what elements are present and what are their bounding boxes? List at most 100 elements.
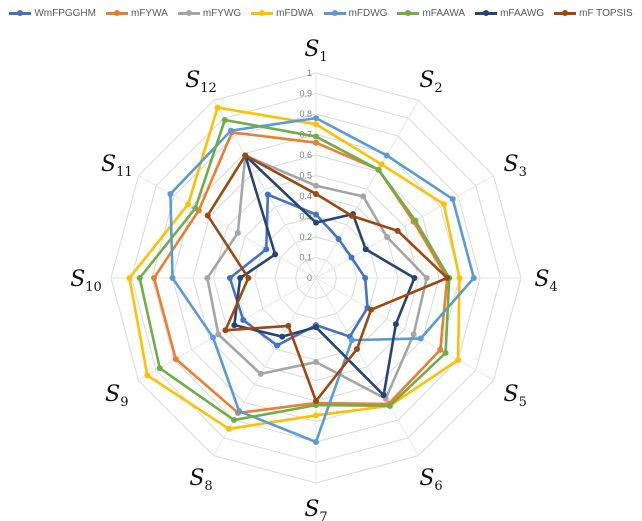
data-point (456, 275, 463, 281)
axis-label-S9: S9 (105, 382, 128, 410)
grid-spoke (315, 277, 494, 381)
legend-swatch (475, 10, 498, 16)
axis-label-S5: S5 (504, 382, 527, 410)
data-point (442, 349, 449, 356)
series-group (126, 104, 477, 445)
data-point (412, 217, 419, 224)
legend-item: mFAAWA (397, 8, 465, 19)
series-mfaawa (136, 116, 453, 424)
data-point (222, 327, 229, 334)
legend-swatch (177, 10, 200, 16)
data-point (167, 190, 174, 197)
data-point (313, 439, 319, 445)
grid-spoke (315, 175, 494, 279)
data-point (263, 246, 270, 253)
data-point (240, 317, 247, 324)
axis-labels: S1 S2 S3 S4 S5 S6 S7 S8 S9 S10 S11 S12 (70, 37, 557, 521)
data-point (368, 306, 375, 313)
series-mfdwa (126, 104, 463, 432)
legend-item: mF TOPSIS (554, 8, 633, 19)
legend-label: mFYWA (130, 8, 168, 19)
data-point (335, 235, 342, 242)
data-point (242, 152, 249, 159)
data-point (392, 321, 399, 328)
legend-swatch (251, 10, 274, 16)
data-point (257, 370, 264, 377)
data-point (225, 425, 232, 432)
data-point (264, 191, 271, 198)
tick-label: 0.1 (299, 253, 312, 263)
data-point (144, 372, 151, 379)
data-point (384, 234, 391, 240)
data-point (169, 275, 176, 281)
legend-swatch (9, 10, 32, 16)
legend-item: mFYWA (105, 8, 168, 19)
data-point (394, 227, 401, 234)
data-point (204, 275, 211, 281)
data-point (383, 152, 390, 159)
data-point (348, 337, 355, 344)
legend-item: WmFPGGHM (9, 8, 96, 19)
data-point (313, 190, 319, 197)
data-point (440, 201, 447, 208)
data-point (126, 275, 133, 281)
data-point (313, 115, 319, 122)
axis-label-S1: S1 (304, 37, 327, 65)
data-point (234, 229, 241, 236)
data-point (214, 104, 221, 111)
axis-label-S4: S4 (534, 267, 557, 295)
data-point (380, 392, 387, 399)
series-mf-topsis (204, 152, 451, 404)
grid-spoke (315, 100, 419, 279)
legend: WmFPGGHM mFYWA mFYWG mFDWA mFDWG mFAAWA mFAAWG… (0, 8, 642, 19)
data-point (237, 275, 244, 281)
data-point (231, 322, 238, 329)
axis-label-S10: S10 (70, 267, 102, 295)
data-point (362, 275, 369, 281)
data-point (279, 333, 286, 340)
data-point (274, 342, 281, 349)
legend-item: mFDWA (251, 8, 314, 19)
tick-labels: 00.10.20.30.40.50.60.70.80.91 (299, 68, 312, 283)
legend-label: mF TOPSIS (579, 8, 633, 19)
legend-swatch (397, 10, 420, 16)
data-point (449, 196, 456, 203)
legend-label: mFAAWA (422, 8, 466, 19)
data-point (386, 402, 393, 409)
data-point (378, 161, 385, 168)
data-point (172, 355, 179, 362)
data-point (136, 275, 143, 281)
data-point (313, 121, 319, 128)
data-point (156, 365, 163, 372)
legend-item: mFAAWG (475, 8, 544, 19)
data-point (313, 412, 319, 419)
axis-label-S6: S6 (419, 466, 442, 494)
tick-label: 0.5 (299, 171, 312, 181)
data-point (192, 205, 199, 212)
legend-swatch (554, 10, 577, 16)
axis-label-S2: S2 (419, 68, 442, 96)
axis-label-S7: S7 (304, 497, 327, 521)
data-point (455, 357, 462, 363)
data-point (272, 251, 279, 258)
data-point (375, 166, 382, 173)
grid-spoke (213, 277, 317, 456)
data-point (313, 398, 319, 404)
axis-label-S12: S12 (185, 68, 217, 96)
data-point (204, 212, 211, 219)
data-point (410, 331, 417, 338)
series-mfywg (204, 152, 430, 402)
data-point (245, 275, 252, 281)
data-point (470, 275, 477, 281)
series-mfdwg (167, 115, 477, 445)
data-point (210, 334, 217, 341)
data-point (411, 275, 418, 281)
legend-swatch (323, 10, 346, 16)
data-point (348, 254, 355, 261)
data-point (313, 359, 319, 366)
data-point (313, 133, 319, 140)
tick-label: 0.2 (299, 232, 312, 242)
tick-label: 0.6 (299, 150, 312, 160)
data-point (313, 182, 319, 189)
data-point (360, 193, 367, 200)
